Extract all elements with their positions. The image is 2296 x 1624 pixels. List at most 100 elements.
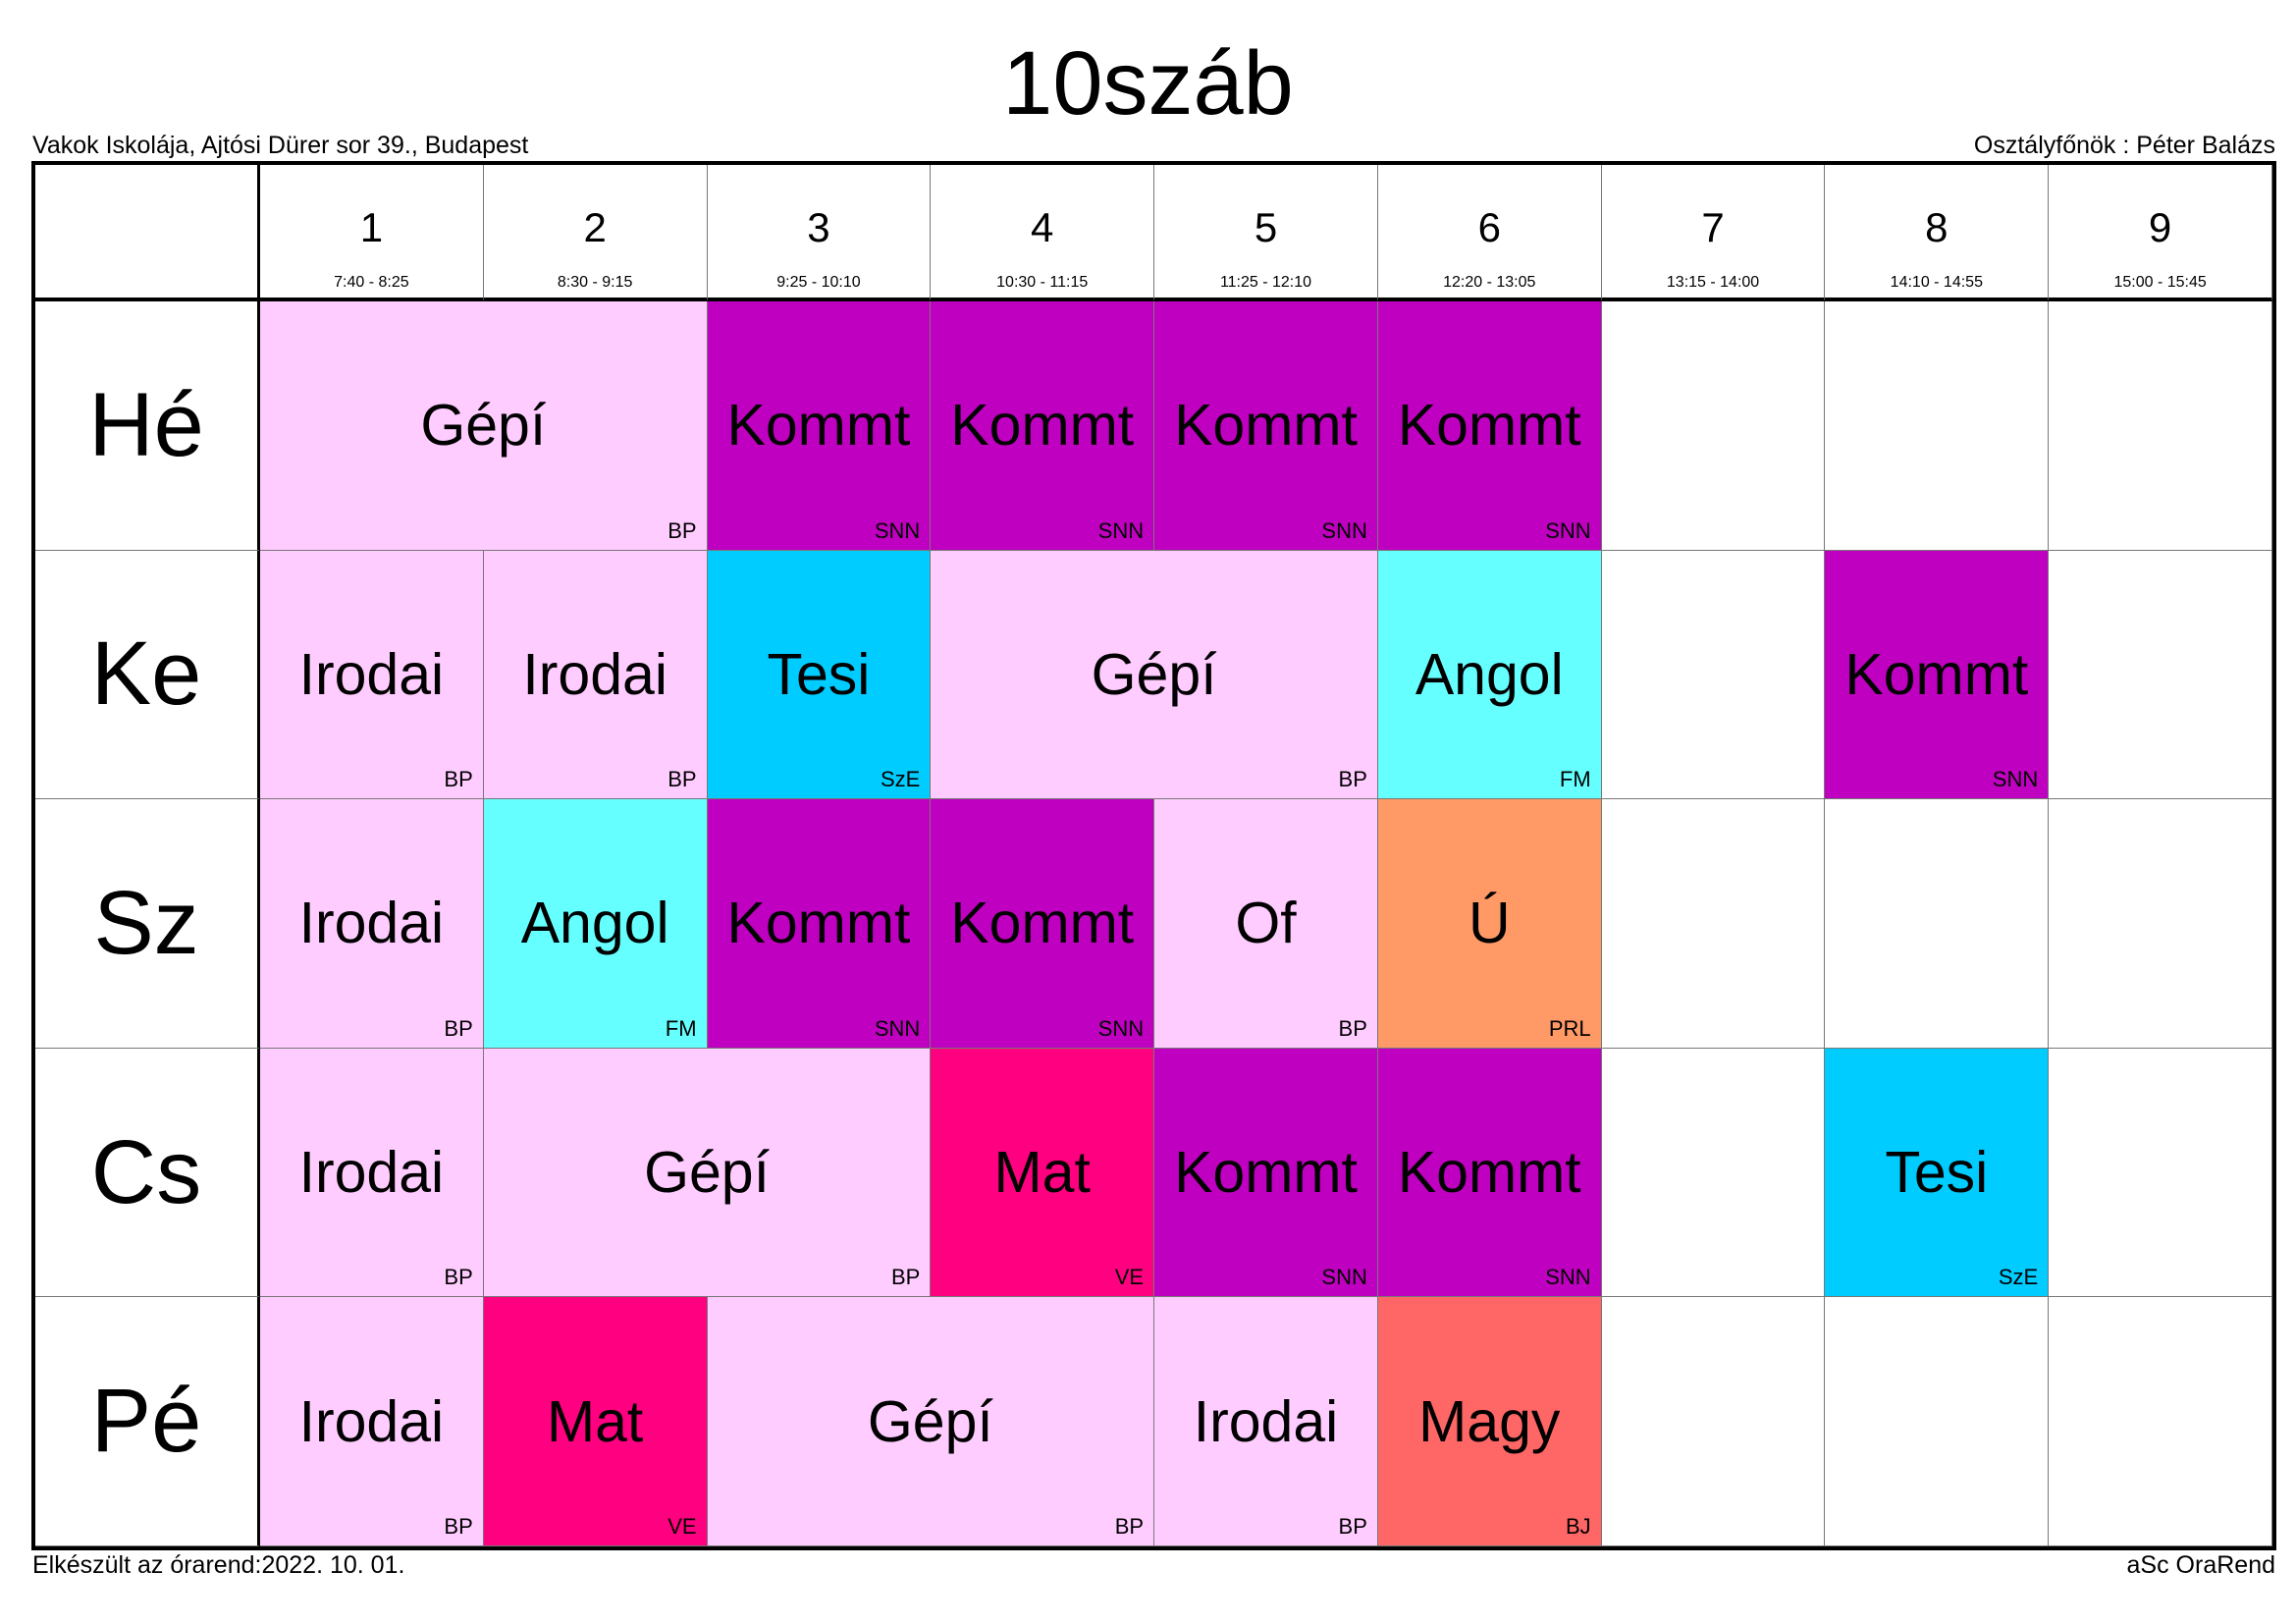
empty-cell xyxy=(1825,799,2050,1049)
lesson-cell: Gépí BP xyxy=(707,1297,1155,1546)
lesson-subject: Irodai xyxy=(298,641,445,707)
day-label: Ke xyxy=(35,550,260,800)
period-time: 12:20 - 13:05 xyxy=(1443,274,1536,291)
lesson-subject: Gépí xyxy=(420,393,547,459)
period-number: 9 xyxy=(2148,204,2172,250)
day-label: Sz xyxy=(35,799,260,1049)
lesson-teacher: BP xyxy=(444,1015,473,1041)
lesson-cell: Mat VE xyxy=(483,1297,708,1546)
lesson-subject: Mat xyxy=(993,1140,1091,1206)
lesson-cell: Magy BJ xyxy=(1377,1297,1602,1546)
lesson-teacher: BP xyxy=(444,1514,473,1539)
empty-cell xyxy=(2049,1048,2272,1298)
lesson-subject: Angol xyxy=(520,891,669,956)
period-header: 1 7:40 - 8:25 xyxy=(260,165,484,301)
class-teacher: Osztályfőnök : Péter Balázs xyxy=(1973,132,2275,159)
lesson-teacher: BP xyxy=(667,517,697,543)
period-number: 8 xyxy=(1925,204,1949,250)
lesson-teacher: SNN xyxy=(1097,517,1145,543)
period-number: 2 xyxy=(583,204,607,250)
empty-cell xyxy=(2049,550,2272,800)
day-label: Cs xyxy=(35,1048,260,1298)
period-time: 10:30 - 11:15 xyxy=(996,274,1089,291)
corner-cell xyxy=(35,165,260,301)
lesson-cell: Gépí BP xyxy=(260,301,708,551)
period-number: 7 xyxy=(1701,204,1725,250)
lesson-cell: Tesi SzE xyxy=(707,550,932,800)
lesson-subject: Kommt xyxy=(1397,1140,1581,1206)
period-header: 2 8:30 - 9:15 xyxy=(483,165,708,301)
lesson-subject: Angol xyxy=(1415,641,1564,707)
lesson-cell: Irodai BP xyxy=(260,1048,484,1298)
lesson-subject: Irodai xyxy=(298,1388,445,1454)
empty-cell xyxy=(2049,799,2272,1049)
empty-cell xyxy=(1601,1048,1826,1298)
lesson-subject: Irodai xyxy=(298,891,445,956)
lesson-subject: Irodai xyxy=(298,1140,445,1206)
period-time: 7:40 - 8:25 xyxy=(334,274,409,291)
lesson-cell: Kommt SNN xyxy=(1377,1048,1602,1298)
empty-cell xyxy=(2049,301,2272,551)
empty-cell xyxy=(1825,301,2050,551)
lesson-cell: Of BP xyxy=(1154,799,1378,1049)
lesson-subject: Mat xyxy=(546,1388,644,1454)
period-time: 11:25 - 12:10 xyxy=(1219,274,1312,291)
created-date: Elkészült az órarend:2022. 10. 01. xyxy=(32,1551,405,1579)
lesson-subject: Ú xyxy=(1468,891,1511,956)
lesson-teacher: SzE xyxy=(1998,1265,2039,1290)
period-header: 6 12:20 - 13:05 xyxy=(1377,165,1602,301)
lesson-teacher: SNN xyxy=(1545,1265,1591,1290)
lesson-teacher: BP xyxy=(1338,767,1367,792)
lesson-cell: Kommt SNN xyxy=(1154,1048,1378,1298)
empty-cell xyxy=(2049,1297,2272,1546)
lesson-cell: Gépí BP xyxy=(483,1048,932,1298)
day-label: Hé xyxy=(35,301,260,551)
lesson-cell: Ú PRL xyxy=(1377,799,1602,1049)
period-header: 8 14:10 - 14:55 xyxy=(1825,165,2050,301)
lesson-teacher: SNN xyxy=(1992,767,2039,792)
period-header: 4 10:30 - 11:15 xyxy=(931,165,1155,301)
period-number: 1 xyxy=(359,204,384,250)
timetable-grid: 1 7:40 - 8:25 2 8:30 - 9:15 3 9:25 - 10:10 4 10… xyxy=(31,161,2276,1550)
period-header: 3 9:25 - 10:10 xyxy=(707,165,932,301)
lesson-teacher: BP xyxy=(444,767,473,792)
lesson-cell: Mat VE xyxy=(931,1048,1155,1298)
lesson-subject: Kommt xyxy=(950,891,1135,956)
lesson-cell: Tesi SzE xyxy=(1825,1048,2050,1298)
period-number: 6 xyxy=(1477,204,1501,250)
lesson-teacher: VE xyxy=(1114,1265,1145,1290)
lesson-teacher: BP xyxy=(1114,1514,1145,1539)
timetable-title: 10száb xyxy=(1002,33,1294,134)
lesson-teacher: BP xyxy=(1338,1015,1367,1041)
lesson-subject: Tesi xyxy=(767,641,871,707)
lesson-cell: Gépí BP xyxy=(931,550,1378,800)
lesson-teacher: SNN xyxy=(1545,517,1591,543)
lesson-teacher: BP xyxy=(444,1265,473,1290)
lesson-cell: Irodai BP xyxy=(260,799,484,1049)
lesson-teacher: PRL xyxy=(1548,1015,1591,1041)
lesson-subject: Of xyxy=(1235,891,1297,956)
lesson-subject: Kommt xyxy=(950,393,1135,459)
period-time: 9:25 - 10:10 xyxy=(776,274,861,291)
lesson-teacher: SNN xyxy=(874,517,921,543)
lesson-subject: Gépí xyxy=(867,1388,993,1454)
empty-cell xyxy=(1601,301,1826,551)
empty-cell xyxy=(1601,799,1826,1049)
lesson-cell: Angol FM xyxy=(1377,550,1602,800)
empty-cell xyxy=(1825,1297,2050,1546)
lesson-cell: Kommt SNN xyxy=(707,301,932,551)
lesson-subject: Irodai xyxy=(1193,1388,1339,1454)
period-time: 13:15 - 14:00 xyxy=(1666,274,1760,291)
lesson-teacher: VE xyxy=(667,1514,697,1539)
lesson-cell: Kommt SNN xyxy=(1377,301,1602,551)
period-time: 15:00 - 15:45 xyxy=(2113,274,2207,291)
lesson-subject: Tesi xyxy=(1885,1140,1989,1206)
period-header: 7 13:15 - 14:00 xyxy=(1601,165,1826,301)
lesson-cell: Kommt SNN xyxy=(1154,301,1378,551)
lesson-teacher: BP xyxy=(890,1265,921,1290)
empty-cell xyxy=(1601,550,1826,800)
period-number: 5 xyxy=(1254,204,1278,250)
lesson-cell: Kommt SNN xyxy=(931,301,1155,551)
lesson-teacher: BP xyxy=(667,767,697,792)
lesson-subject: Kommt xyxy=(1174,1140,1358,1206)
